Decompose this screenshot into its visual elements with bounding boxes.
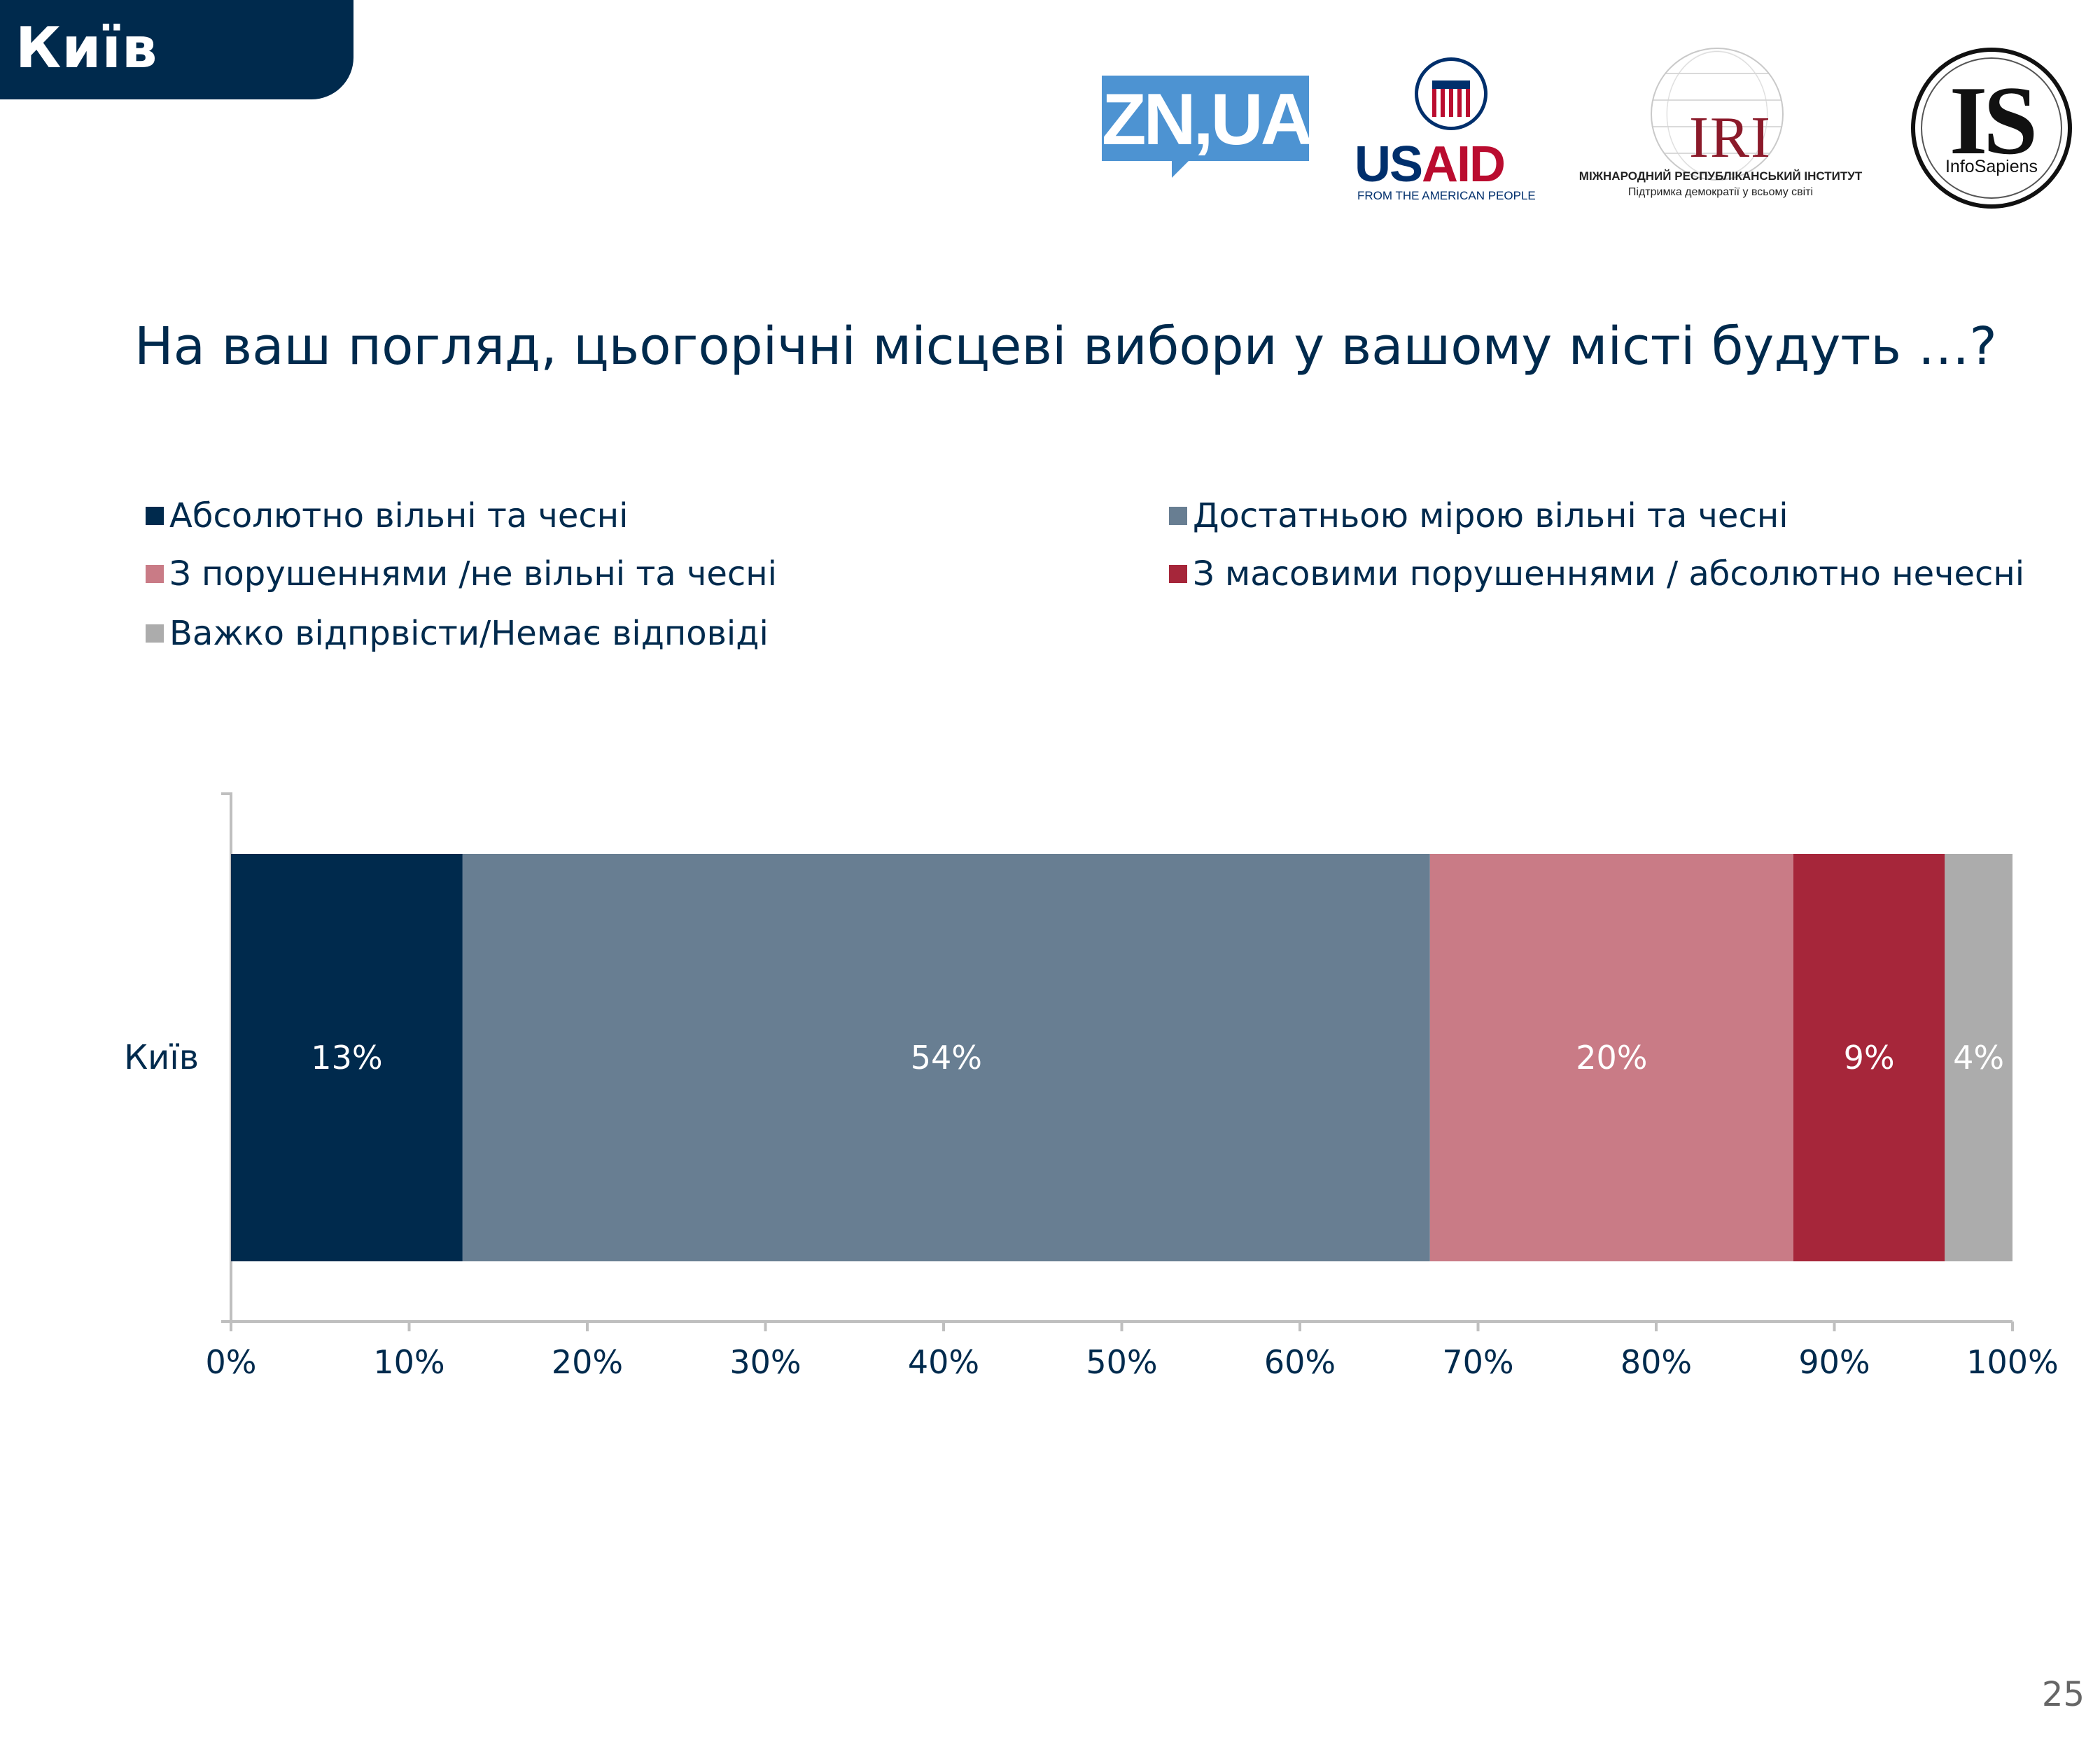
x-tick-label: 40% (908, 1343, 979, 1381)
data-label: 13% (311, 1039, 382, 1077)
legend-label: Важко відпрвісти/Немає відповіді (169, 614, 769, 653)
data-label: 54% (911, 1039, 982, 1077)
infosapiens-mark: IS (1949, 66, 2038, 175)
usaid-logo: USAID FROM THE AMERICAN PEOPLE (1354, 57, 1536, 204)
data-label: 9% (1844, 1039, 1895, 1077)
usaid-tagline: FROM THE AMERICAN PEOPLE (1357, 189, 1536, 202)
legend-swatch (146, 565, 164, 583)
bar-segment (1793, 854, 1945, 1261)
iri-name-line: МІЖНАРОДНИЙ РЕСПУБЛІКАНСЬКИЙ ІНСТИТУТ (1578, 169, 1863, 183)
region-tab: Київ (0, 0, 354, 99)
x-tick-label: 20% (552, 1343, 623, 1381)
x-tick-label: 90% (1798, 1343, 1870, 1381)
data-label: 20% (1576, 1039, 1647, 1077)
legend-item: З порушеннями /не вільні та чесні (146, 554, 777, 594)
usaid-wordmark-us: US (1354, 136, 1423, 192)
globe-icon (1651, 48, 1784, 181)
infosapiens-logo-ring (1921, 57, 2062, 199)
iri-tagline: Підтримка демократії у всьому світі (1628, 186, 1814, 198)
region-title: Київ (15, 15, 158, 80)
x-tick-label: 0% (206, 1343, 257, 1381)
zn-ua-logo: ZN,UA (1102, 76, 1313, 178)
infosapiens-logo: IS InfoSapiens (1911, 48, 2072, 209)
x-tick-label: 50% (1086, 1343, 1157, 1381)
zn-ua-logo-text: ZN,UA (1102, 79, 1313, 160)
bar-segment (231, 854, 463, 1261)
x-tick-label: 60% (1264, 1343, 1336, 1381)
zn-ua-logo-tail (1172, 160, 1190, 178)
legend-swatch (1169, 507, 1187, 525)
bar-segment (462, 854, 1430, 1261)
category-label: Київ (124, 1038, 199, 1077)
legend-label: З масовими порушеннями / абсолютно нечес… (1193, 554, 2025, 594)
usaid-seal-icon (1415, 57, 1488, 130)
usaid-wordmark: USAID (1354, 136, 1506, 193)
x-tick-label: 10% (373, 1343, 444, 1381)
legend-swatch (146, 624, 164, 643)
usaid-wordmark-aid: AID (1422, 136, 1506, 192)
legend-swatch (146, 507, 164, 525)
legend-swatch (1169, 565, 1187, 583)
legend-label: Достатньою мірою вільні та чесні (1193, 496, 1788, 535)
legend-item: Достатньою мірою вільні та чесні (1169, 496, 1788, 535)
data-label: 4% (1953, 1039, 2004, 1077)
x-tick-label: 80% (1620, 1343, 1692, 1381)
iri-logo: IRI МІЖНАРОДНИЙ РЕСПУБЛІКАНСЬКИЙ ІНСТИТУ… (1567, 48, 1875, 209)
infosapiens-name: InfoSapiens (1945, 157, 2038, 176)
legend-item: Важко відпрвісти/Немає відповіді (146, 614, 769, 653)
x-tick-label: 70% (1442, 1343, 1513, 1381)
question-title: На ваш погляд, цьогорічні місцеві вибори… (134, 316, 1997, 377)
stacked-bar-chart: 0% 10% 20% 30% 40% 50% 60% 70% 80% 90% 100% Київ 13%… (124, 792, 2059, 1381)
x-tick-label: 30% (729, 1343, 801, 1381)
legend-label: Абсолютно вільні та чесні (169, 496, 629, 535)
x-tick-label: 100% (1966, 1343, 2059, 1381)
legend-label: З порушеннями /не вільні та чесні (169, 554, 777, 594)
legend-item: З масовими порушеннями / абсолютно нечес… (1169, 554, 2024, 594)
page-number: 25 (2041, 1675, 2085, 1714)
iri-wordmark: IRI (1689, 105, 1772, 170)
bar-segment (1429, 854, 1793, 1261)
bar-segment (1945, 854, 2012, 1261)
legend-item: Абсолютно вільні та чесні (146, 496, 628, 535)
